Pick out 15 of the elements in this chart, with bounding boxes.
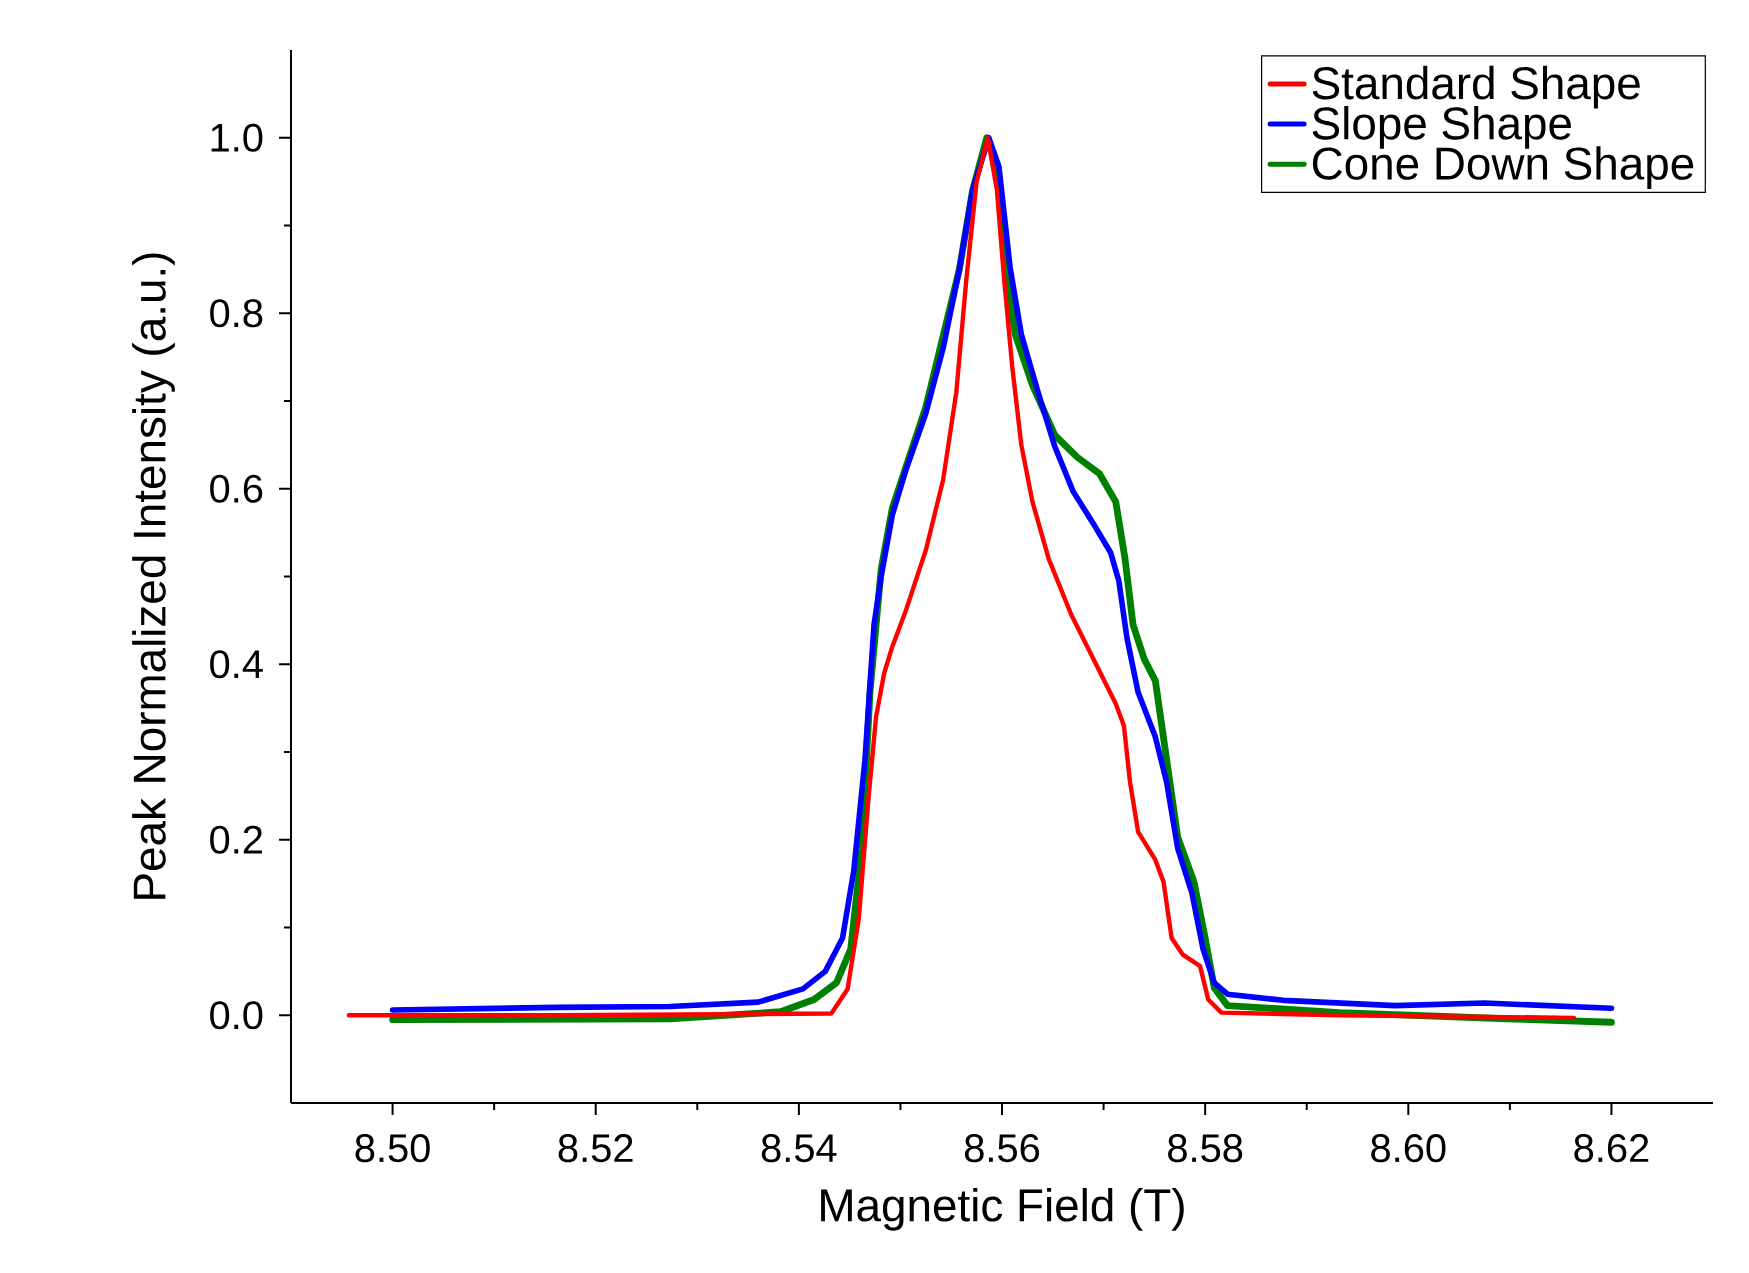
y-tick-label: 1.0 <box>211 123 263 152</box>
x-tick-label: 8.50 <box>355 1134 430 1163</box>
x-tick-label: 8.56 <box>964 1134 1040 1163</box>
y-tick-label: 0.2 <box>210 825 262 854</box>
x-tick-label: 8.58 <box>1168 1134 1243 1163</box>
x-tick-label: 8.62 <box>1574 1134 1649 1163</box>
y-axis-title: Peak Normalized Intensity (a.u.) <box>132 253 175 899</box>
y-tick-label: 0.0 <box>210 1001 263 1030</box>
x-axis-title: Magnetic Field (T) <box>821 1187 1184 1231</box>
x-tick-label: 8.60 <box>1371 1134 1446 1163</box>
y-tick-label: 0.4 <box>210 650 263 679</box>
x-tick-label: 8.52 <box>558 1134 633 1163</box>
y-tick-label: 0.8 <box>210 299 263 328</box>
y-tick-label: 0.6 <box>210 474 263 503</box>
x-tick-label: 8.54 <box>761 1134 837 1163</box>
